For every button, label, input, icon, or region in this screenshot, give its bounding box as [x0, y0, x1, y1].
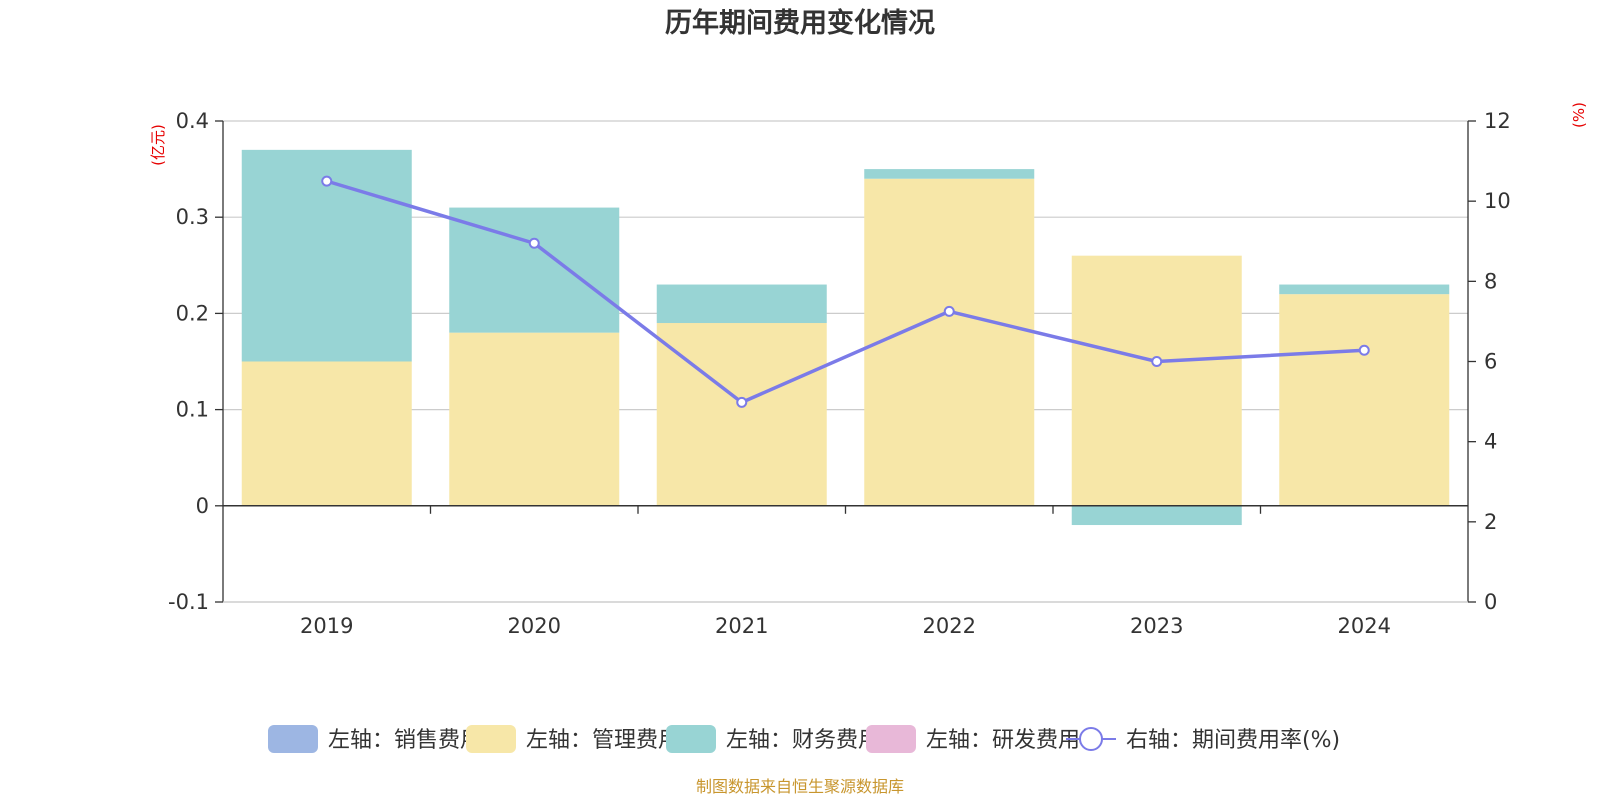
legend-label-1: 左轴：销售费用	[328, 728, 482, 753]
right-tick-label: 12	[1484, 109, 1511, 133]
legend-swatch-4	[866, 725, 916, 753]
legend-label-2: 左轴：管理费用	[526, 728, 680, 753]
right-tick-label: 4	[1484, 430, 1497, 454]
rate-point-2022	[943, 305, 955, 317]
bar-2020-2	[449, 332, 620, 506]
rate-point-2023	[1151, 356, 1163, 367]
bar-2019-2	[241, 361, 412, 506]
legend-swatch-3	[666, 725, 716, 753]
legend-label-3: 左轴：财务费用	[726, 728, 880, 753]
right-tick-label: 10	[1484, 189, 1511, 213]
legend-swatch-2	[466, 725, 516, 753]
axes	[215, 120, 1476, 603]
rate-point-2021	[736, 396, 748, 408]
rate-point-2020	[528, 237, 540, 249]
left-tick-label: 0.2	[176, 301, 209, 325]
legend-marker-swatch	[1079, 727, 1103, 751]
x-tick-label: 2020	[508, 614, 561, 638]
rate-point-2024	[1358, 344, 1370, 356]
right-tick-label: 0	[1484, 590, 1497, 614]
left-tick-label: 0.3	[176, 205, 209, 229]
right-tick-label: 8	[1484, 269, 1497, 293]
left-tick-label: 0.1	[176, 398, 209, 422]
bar-2021-3	[656, 284, 827, 324]
bar-2024-3	[1279, 284, 1450, 295]
right-axis-unit: (%)	[1570, 102, 1588, 128]
bar-2022-3	[864, 169, 1035, 179]
bar-2024-2	[1279, 294, 1450, 506]
rate-line	[321, 175, 1370, 408]
legend-swatch-1	[268, 725, 318, 753]
x-tick-label: 2024	[1338, 614, 1391, 638]
legend-label-4: 左轴：研发费用	[926, 728, 1080, 753]
bar-2021-2	[656, 323, 827, 506]
x-tick-label: 2022	[923, 614, 976, 638]
bar-2020-3	[449, 207, 620, 333]
legend[interactable]: 左轴：销售费用 左轴：管理费用 左轴：财务费用 左轴：研发费用 右轴：期间费用率(%)	[268, 725, 1340, 753]
right-tick-label: 2	[1484, 510, 1497, 534]
left-axis-unit: (亿元)	[149, 124, 167, 166]
x-tick-label: 2019	[300, 614, 353, 638]
bar-2023-2	[1071, 255, 1242, 506]
chart-title: 历年期间费用变化情况	[665, 7, 935, 39]
left-tick-label: 0	[196, 494, 209, 518]
x-tick-label: 2023	[1130, 614, 1183, 638]
left-tick-label: -0.1	[168, 590, 209, 614]
rate-line-path	[326, 179, 1365, 405]
data-source-note: 制图数据来自恒生聚源数据库	[696, 777, 904, 796]
bar-2022-2	[864, 178, 1035, 506]
right-tick-label: 6	[1484, 350, 1497, 374]
left-tick-label: 0.4	[176, 109, 209, 133]
bars	[241, 149, 1450, 526]
tick-labels: 0.4 0.3 0.2 0.1 0 -0.1 12 10 8 6 4 2 0 2019 2020 2021 20…	[168, 109, 1511, 638]
bar-2023-3	[1071, 505, 1242, 526]
x-tick-label: 2021	[715, 614, 768, 638]
rate-point-2019	[321, 175, 333, 187]
legend-label-5: 右轴：期间费用率(%)	[1126, 728, 1340, 753]
